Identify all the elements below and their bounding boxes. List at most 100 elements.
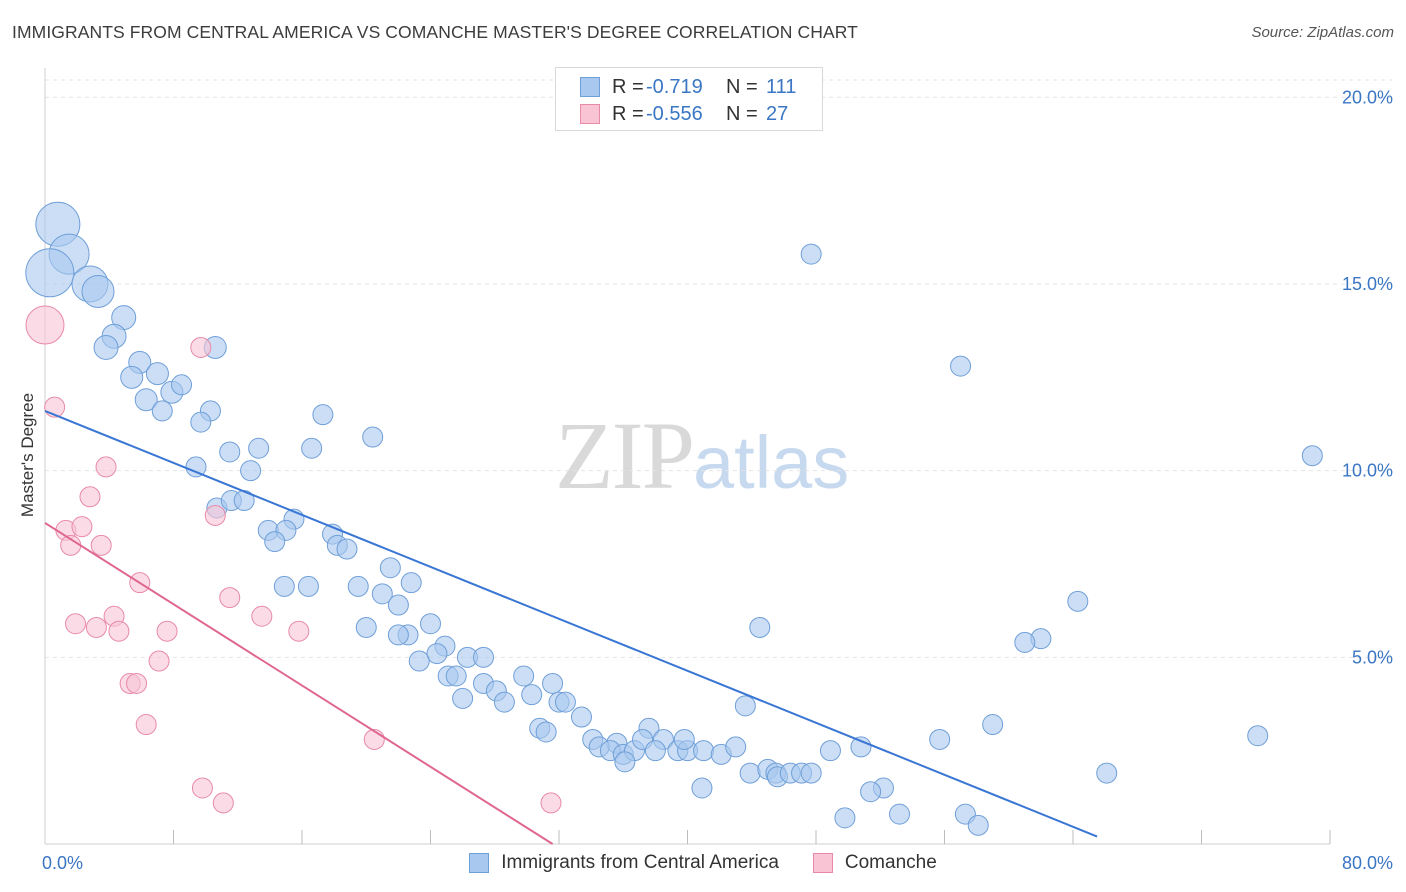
point-immigrants bbox=[301, 437, 323, 459]
point-immigrants bbox=[379, 557, 401, 579]
point-immigrants bbox=[387, 624, 409, 646]
point-immigrants bbox=[614, 751, 636, 773]
x-tick-label: 80.0% bbox=[1342, 853, 1393, 873]
point-immigrants bbox=[1096, 762, 1118, 784]
watermark-atlas: atlas bbox=[693, 421, 850, 504]
axes bbox=[44, 68, 1331, 845]
point-immigrants bbox=[691, 777, 713, 799]
point-immigrants bbox=[273, 575, 295, 597]
point-immigrants bbox=[264, 531, 286, 553]
legend-swatch-immigrants bbox=[580, 77, 600, 97]
correlation-legend: R = -0.719 N = 111 R = -0.556 N = 27 bbox=[555, 67, 823, 131]
point-immigrants bbox=[673, 728, 695, 750]
point-immigrants bbox=[473, 646, 495, 668]
point-comanche bbox=[191, 777, 213, 799]
point-comanche bbox=[204, 504, 226, 526]
point-immigrants bbox=[134, 388, 158, 412]
point-immigrants bbox=[312, 404, 334, 426]
point-immigrants bbox=[297, 575, 319, 597]
point-immigrants bbox=[521, 684, 543, 706]
legend-r-label: R = bbox=[612, 75, 644, 98]
point-immigrants bbox=[950, 355, 972, 377]
legend-row-comanche: R = -0.556 N = 27 bbox=[580, 101, 788, 127]
watermark: ZIPatlas bbox=[555, 400, 849, 511]
trend-lines bbox=[44, 409, 1098, 845]
point-immigrants bbox=[445, 665, 467, 687]
point-immigrants bbox=[929, 728, 951, 750]
point-immigrants bbox=[145, 362, 169, 386]
tick-labels: 5.0% 10.0% 15.0% 20.0% 0.0% 80.0% Master's Deg… bbox=[18, 87, 1393, 873]
point-immigrants bbox=[860, 781, 882, 803]
point-comanche bbox=[190, 336, 212, 358]
point-immigrants bbox=[493, 691, 515, 713]
y-tick-label: 5.0% bbox=[1352, 647, 1393, 667]
point-immigrants bbox=[570, 706, 592, 728]
y-axis-label: Master's Degree bbox=[18, 393, 37, 517]
point-immigrants bbox=[452, 687, 474, 709]
point-immigrants bbox=[362, 426, 384, 448]
chart-title: IMMIGRANTS FROM CENTRAL AMERICA VS COMAN… bbox=[12, 22, 858, 42]
point-immigrants bbox=[554, 691, 576, 713]
x-tick-label: 0.0% bbox=[42, 853, 83, 873]
point-comanche bbox=[156, 620, 178, 642]
point-immigrants bbox=[426, 643, 448, 665]
point-immigrants bbox=[240, 460, 262, 482]
legend-r-label: R = bbox=[612, 102, 644, 125]
point-comanche bbox=[90, 534, 112, 556]
point-comanche bbox=[95, 456, 117, 478]
source-label: Source: ZipAtlas.com bbox=[1251, 24, 1394, 41]
point-immigrants bbox=[982, 714, 1004, 736]
point-comanche bbox=[79, 486, 101, 508]
point-comanche bbox=[85, 616, 107, 638]
point-immigrants bbox=[800, 762, 822, 784]
point-immigrants bbox=[219, 441, 241, 463]
grid-lines bbox=[45, 79, 1392, 658]
y-tick-label: 20.0% bbox=[1342, 87, 1393, 107]
point-immigrants bbox=[535, 721, 557, 743]
point-comanche bbox=[135, 714, 157, 736]
point-comanche bbox=[212, 792, 234, 814]
point-immigrants bbox=[749, 616, 771, 638]
point-immigrants bbox=[1067, 590, 1089, 612]
point-immigrants bbox=[800, 243, 822, 265]
point-immigrants bbox=[693, 740, 715, 762]
series-comanche-points bbox=[25, 305, 562, 814]
point-immigrants bbox=[542, 672, 564, 694]
y-tick-label: 10.0% bbox=[1342, 461, 1393, 481]
point-comanche bbox=[71, 516, 93, 538]
point-immigrants bbox=[725, 736, 747, 758]
point-immigrants bbox=[739, 762, 761, 784]
point-immigrants bbox=[120, 365, 144, 389]
point-comanche bbox=[288, 620, 310, 642]
point-immigrants bbox=[190, 411, 212, 433]
point-immigrants bbox=[248, 437, 270, 459]
point-immigrants bbox=[355, 616, 377, 638]
point-immigrants bbox=[850, 736, 872, 758]
legend-swatch-immigrants bbox=[469, 853, 490, 873]
point-comanche bbox=[251, 605, 273, 627]
legend-n-value: 27 bbox=[766, 102, 789, 125]
watermark-zip: ZIP bbox=[555, 402, 695, 509]
trend-line-comanche bbox=[44, 522, 554, 845]
point-immigrants bbox=[644, 740, 666, 762]
legend-n-label: N = bbox=[726, 75, 758, 98]
point-immigrants bbox=[408, 650, 430, 672]
point-immigrants bbox=[889, 803, 911, 825]
point-immigrants bbox=[336, 538, 358, 560]
point-comanche bbox=[148, 650, 170, 672]
point-immigrants bbox=[400, 572, 422, 594]
legend-swatch-comanche bbox=[812, 853, 833, 873]
point-immigrants bbox=[834, 807, 856, 829]
legend-item-comanche: Comanche bbox=[812, 852, 937, 874]
legend-swatch-comanche bbox=[580, 104, 600, 124]
trend-line-immigrants bbox=[44, 409, 1098, 838]
legend-item-immigrants: Immigrants from Central America bbox=[469, 852, 779, 874]
y-tick-label: 15.0% bbox=[1342, 274, 1393, 294]
point-immigrants bbox=[1014, 631, 1036, 653]
legend-r-value: -0.719 bbox=[646, 75, 703, 98]
point-immigrants bbox=[387, 594, 409, 616]
legend-row-immigrants: R = -0.719 N = 111 bbox=[580, 74, 796, 100]
point-comanche bbox=[108, 620, 130, 642]
point-immigrants bbox=[81, 274, 115, 308]
